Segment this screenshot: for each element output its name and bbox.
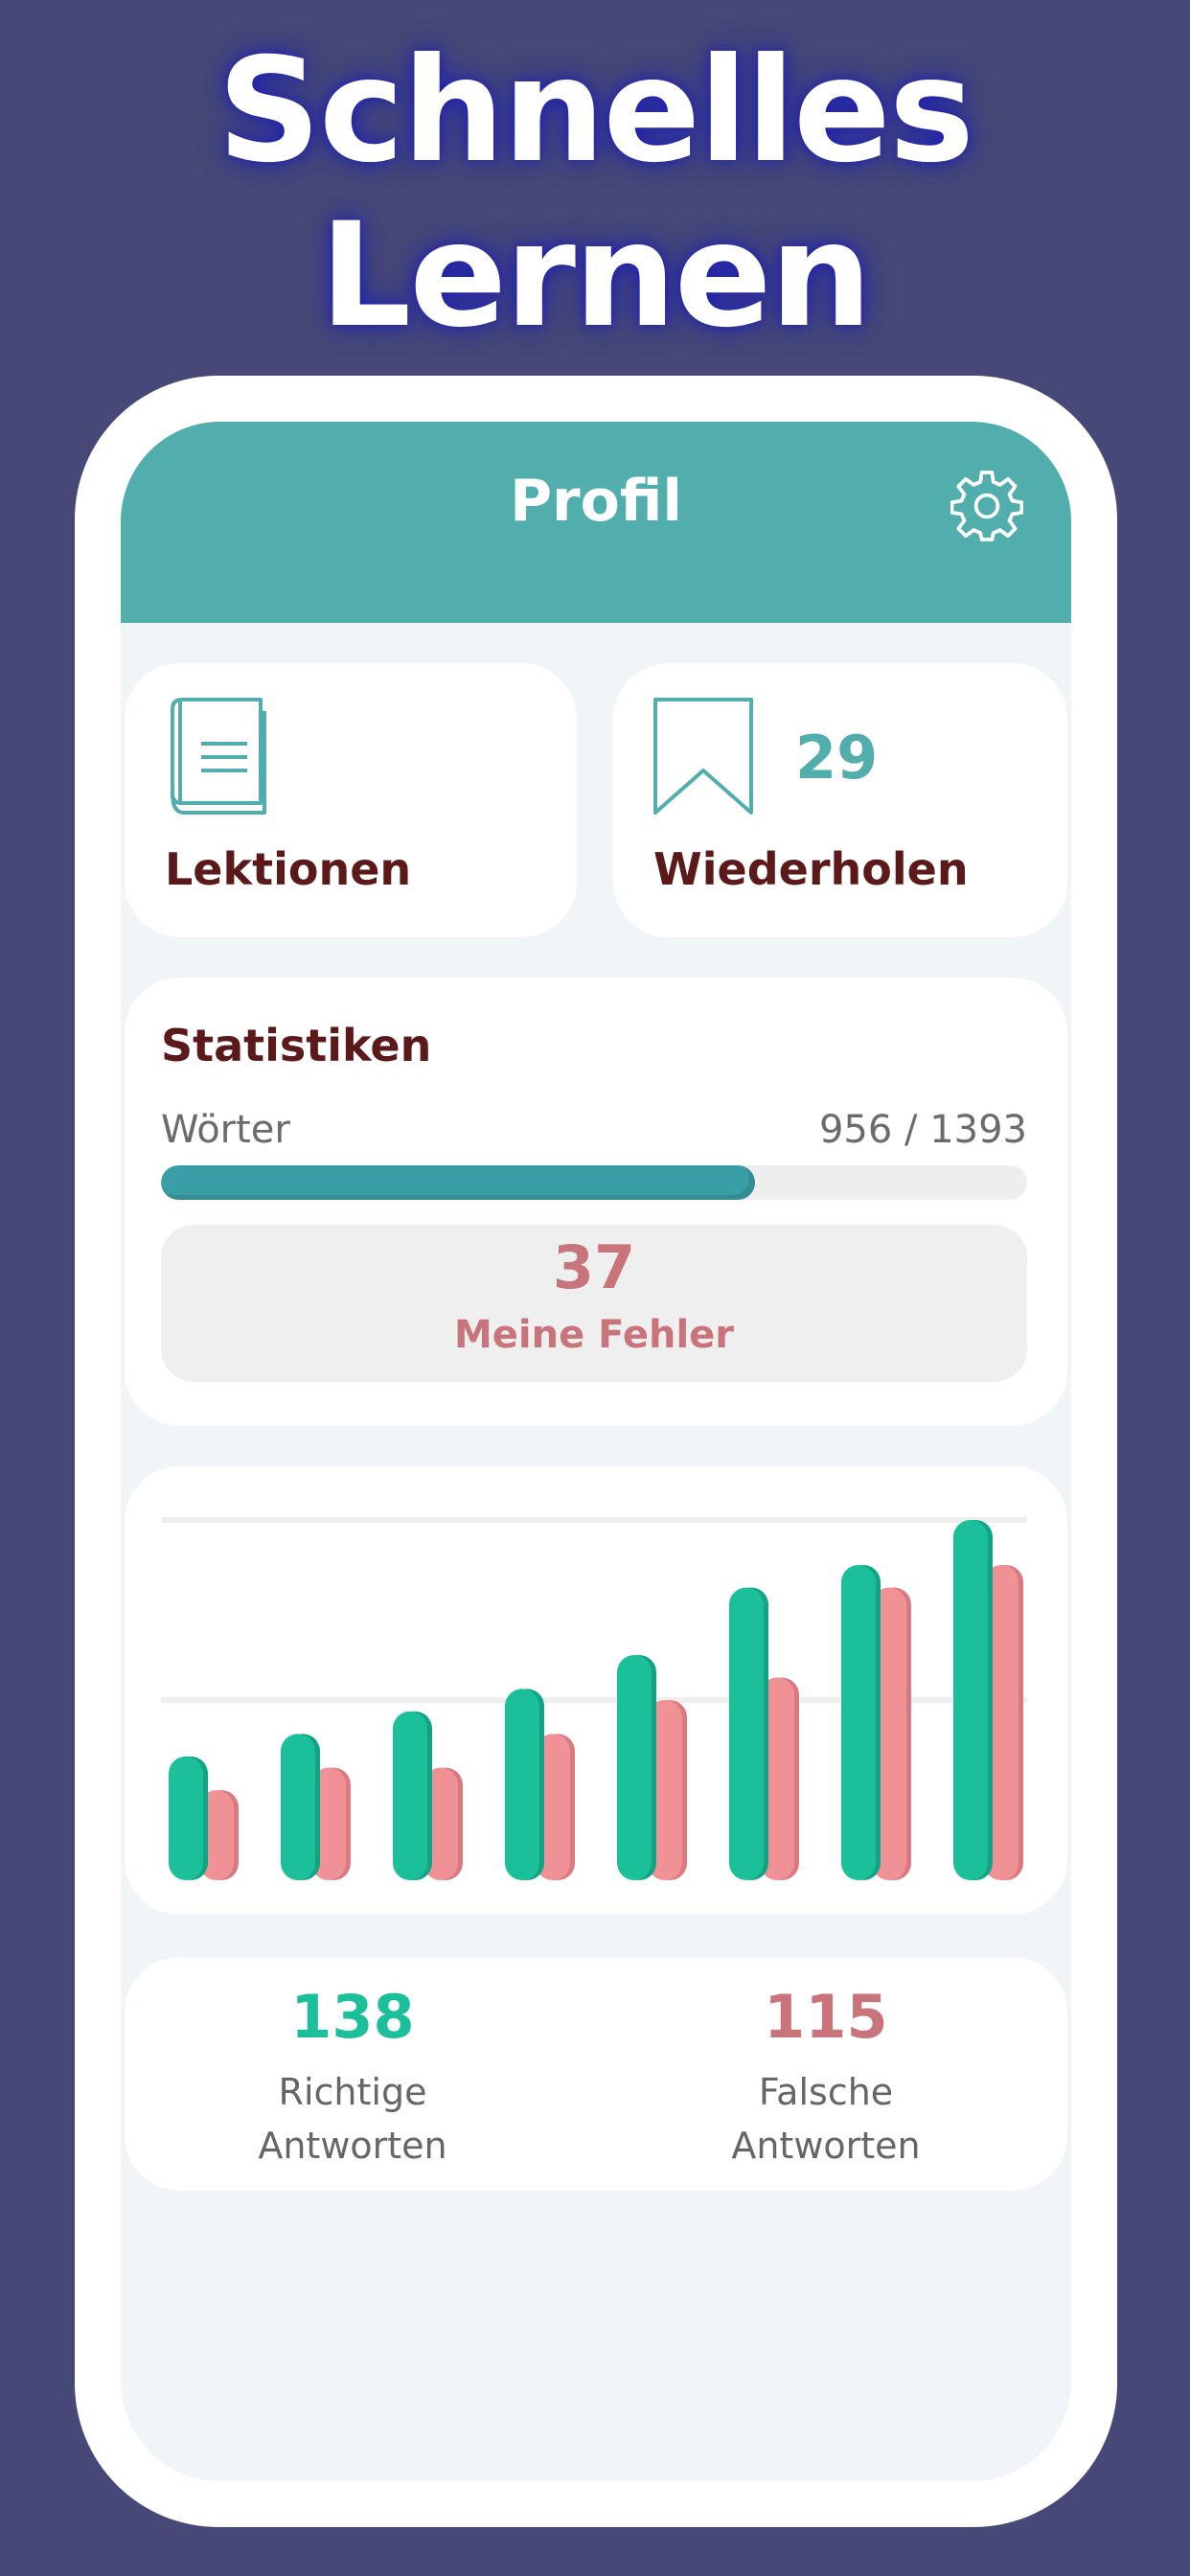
review-label: Wiederholen: [653, 843, 969, 895]
bar-correct: [393, 1711, 432, 1880]
totals-card: 138 Richtige Antworten 115 Falsche Antwo…: [125, 1957, 1067, 2191]
headline-line-2: Lernen: [319, 193, 873, 359]
bar-correct: [729, 1587, 768, 1880]
bar-correct-face: [617, 1655, 652, 1880]
words-progress-fill: [161, 1165, 756, 1200]
bar-correct-face: [505, 1689, 539, 1880]
answers-bar-chart: [161, 1517, 1027, 1880]
page-title: Profil: [510, 468, 682, 535]
lessons-label: Lektionen: [165, 843, 412, 895]
words-count: 956 / 1393: [818, 1108, 1027, 1152]
lessons-tile[interactable]: Lektionen: [125, 663, 577, 937]
bar-correct: [281, 1734, 320, 1880]
errors-label: Meine Fehler: [453, 1313, 735, 1357]
bar-correct-face: [393, 1711, 427, 1880]
review-tile[interactable]: 29 Wiederholen: [613, 663, 1067, 937]
bar-correct: [505, 1689, 544, 1880]
statistics-title: Statistiken: [161, 1020, 432, 1071]
bar-correct-face: [729, 1587, 764, 1880]
bar-correct: [953, 1520, 993, 1880]
statistics-card: Statistiken Wörter 956 / 1393 37 Meine F…: [125, 978, 1067, 1426]
correct-answers-value: 138: [290, 1982, 415, 2052]
bar-correct: [169, 1756, 208, 1880]
correct-answers-label: Richtige Antworten: [258, 2071, 447, 2167]
bar-correct: [617, 1655, 656, 1880]
words-label: Wörter: [161, 1108, 290, 1152]
wrong-answers: 115 Falsche Antworten: [644, 1982, 1008, 2173]
wrong-answers-value: 115: [764, 1982, 888, 2052]
bar-correct-face: [169, 1756, 203, 1880]
correct-answers: 138 Richtige Antworten: [171, 1982, 535, 2173]
chart-card: [125, 1466, 1067, 1915]
headline: Schnelles Lernen: [0, 29, 1190, 358]
phone-frame: Profil Lektionen: [75, 376, 1117, 2527]
wrong-answers-label: Falsche Antworten: [731, 2071, 921, 2167]
app-bar: Profil: [121, 422, 1071, 623]
gear-icon[interactable]: [950, 470, 1023, 542]
words-progress-bar: [161, 1165, 1027, 1200]
my-errors-button[interactable]: 37 Meine Fehler: [161, 1225, 1027, 1382]
bookmark-icon: [653, 698, 753, 815]
app-screen: Profil Lektionen: [121, 422, 1071, 2481]
bar-correct-face: [281, 1734, 315, 1880]
headline-line-1: Schnelles: [217, 28, 974, 195]
review-count: 29: [795, 723, 879, 793]
bar-correct-face: [953, 1520, 988, 1880]
book-icon: [171, 698, 266, 815]
bar-correct: [841, 1565, 881, 1880]
bar-correct-face: [841, 1565, 876, 1880]
errors-count: 37: [552, 1232, 636, 1302]
